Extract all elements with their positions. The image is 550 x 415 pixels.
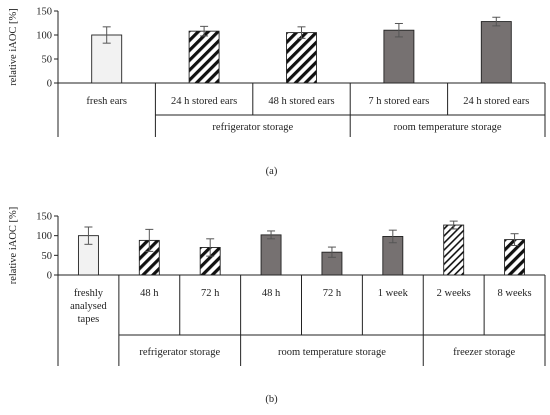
category-label: freshly analysed tapes: [70, 288, 107, 325]
y-axis-label: relative iAOC [%]: [8, 8, 19, 86]
category-label-line: 72 h: [201, 288, 220, 299]
chart-panel-b: 0 50 100 150 relative iAOC [%] refrigerator s…: [8, 207, 546, 405]
category-label-line: 48 h stored ears: [268, 96, 334, 107]
y-tick-label: 150: [36, 212, 52, 223]
category-label: 8 weeks: [498, 288, 532, 299]
category-label: 24 h stored ears: [171, 96, 237, 107]
category-label: 72 h: [323, 288, 342, 299]
category-label: 72 h: [201, 288, 220, 299]
chart-panel-a: 0 50 100 150 relative iAOC [%] refrigerator s…: [8, 7, 546, 177]
y-tick-label: 150: [36, 7, 52, 18]
group-label: room temperature storage: [278, 347, 386, 358]
y-tick-label: 0: [47, 271, 52, 282]
y-tick-label: 50: [42, 251, 53, 262]
category-label: 1 week: [378, 288, 409, 299]
category-label-line: 24 h stored ears: [463, 96, 529, 107]
category-label-line: 1 week: [378, 288, 409, 299]
group-label: room temperature storage: [394, 122, 502, 133]
group-label: refrigerator storage: [212, 122, 293, 133]
category-label-line: 7 h stored ears: [368, 96, 429, 107]
category-label-line: 24 h stored ears: [171, 96, 237, 107]
bar: [91, 34, 123, 84]
group-label: freezer storage: [453, 347, 515, 358]
category-label: 2 weeks: [437, 288, 471, 299]
category-label: 48 h stored ears: [268, 96, 334, 107]
y-tick-label: 100: [36, 31, 52, 42]
category-label-line: 48 h: [262, 288, 281, 299]
bar: [260, 234, 282, 276]
category-label-line: analysed: [70, 301, 107, 312]
group-label: refrigerator storage: [139, 347, 220, 358]
y-tick-label: 100: [36, 231, 52, 242]
y-tick-label: 0: [47, 79, 52, 90]
category-label-line: 48 h: [140, 288, 159, 299]
y-axis-label: relative iAOC [%]: [8, 207, 19, 285]
category-label-line: 2 weeks: [437, 288, 471, 299]
y-tick-label: 50: [42, 55, 53, 66]
bar: [188, 30, 220, 84]
category-label: fresh ears: [86, 96, 127, 107]
category-label-line: freshly: [74, 288, 104, 299]
category-label-line: 72 h: [323, 288, 342, 299]
category-label-line: 8 weeks: [498, 288, 532, 299]
bar: [443, 224, 465, 276]
category-label-line: tapes: [78, 314, 100, 325]
bar: [383, 29, 415, 84]
panel-label: (b): [265, 394, 278, 405]
panel-label: (a): [266, 166, 278, 177]
category-label: 48 h: [140, 288, 159, 299]
category-label-line: fresh ears: [86, 96, 127, 107]
category-label: 7 h stored ears: [368, 96, 429, 107]
category-label: 24 h stored ears: [463, 96, 529, 107]
bar: [286, 32, 317, 84]
category-label: 48 h: [262, 288, 281, 299]
bar: [480, 21, 512, 84]
